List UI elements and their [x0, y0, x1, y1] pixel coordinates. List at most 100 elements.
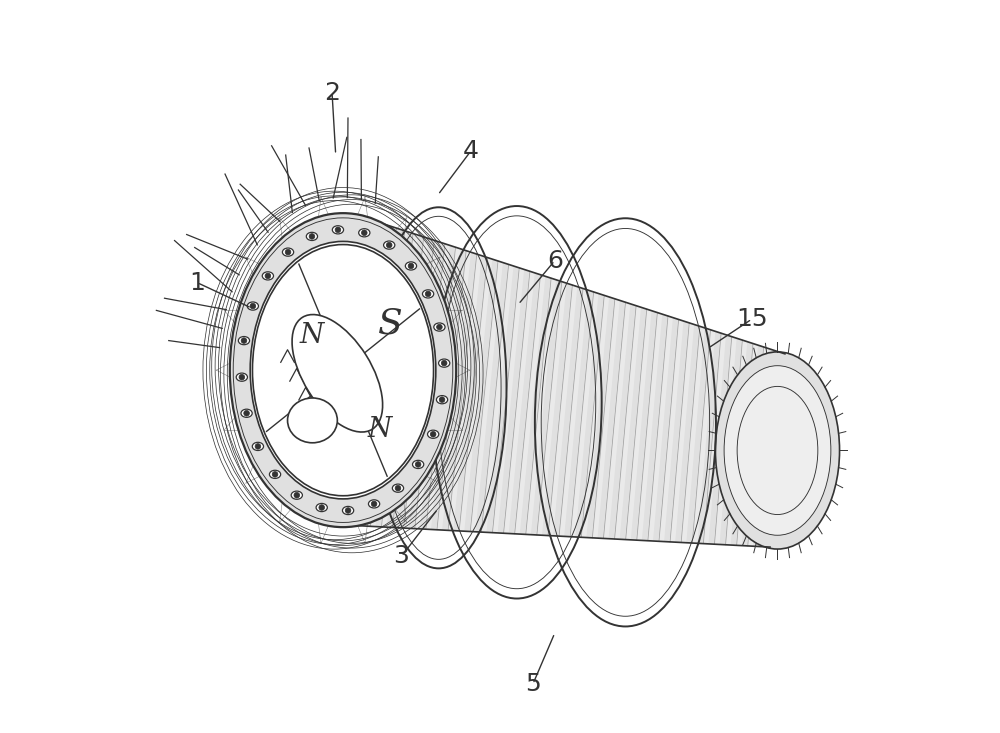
- Polygon shape: [393, 237, 429, 528]
- Text: 6: 6: [547, 248, 563, 273]
- Circle shape: [265, 273, 271, 279]
- Circle shape: [430, 432, 436, 437]
- Ellipse shape: [316, 504, 327, 512]
- Circle shape: [371, 501, 377, 507]
- Ellipse shape: [252, 442, 264, 451]
- Circle shape: [250, 303, 256, 309]
- Polygon shape: [459, 257, 492, 531]
- Polygon shape: [626, 309, 652, 539]
- Ellipse shape: [292, 314, 383, 432]
- Circle shape: [309, 234, 315, 239]
- Ellipse shape: [236, 373, 247, 381]
- Ellipse shape: [434, 323, 445, 331]
- Circle shape: [415, 462, 421, 467]
- Circle shape: [319, 505, 325, 510]
- Polygon shape: [415, 244, 450, 529]
- Circle shape: [345, 508, 351, 513]
- Text: 4: 4: [463, 139, 479, 163]
- Ellipse shape: [342, 507, 354, 515]
- Polygon shape: [693, 330, 715, 543]
- Circle shape: [294, 493, 300, 498]
- Polygon shape: [659, 320, 683, 542]
- Ellipse shape: [291, 491, 302, 499]
- Polygon shape: [548, 285, 577, 536]
- Ellipse shape: [392, 484, 404, 493]
- Ellipse shape: [241, 409, 252, 417]
- Circle shape: [335, 227, 341, 232]
- Polygon shape: [537, 281, 567, 535]
- Ellipse shape: [436, 396, 448, 404]
- Circle shape: [244, 410, 249, 416]
- Polygon shape: [515, 275, 545, 534]
- Polygon shape: [348, 224, 386, 526]
- Text: 15: 15: [736, 307, 768, 331]
- Circle shape: [441, 361, 447, 366]
- Circle shape: [395, 485, 401, 491]
- Polygon shape: [593, 299, 620, 538]
- Text: N: N: [299, 322, 323, 349]
- Ellipse shape: [288, 398, 337, 443]
- Polygon shape: [648, 316, 673, 541]
- Ellipse shape: [282, 248, 294, 257]
- Polygon shape: [493, 268, 524, 533]
- Polygon shape: [726, 340, 747, 545]
- Polygon shape: [426, 247, 460, 529]
- Circle shape: [241, 338, 247, 344]
- Text: 5: 5: [525, 672, 541, 696]
- Polygon shape: [637, 313, 662, 540]
- Polygon shape: [748, 347, 768, 546]
- Polygon shape: [559, 289, 588, 537]
- Polygon shape: [437, 251, 471, 530]
- Ellipse shape: [384, 241, 395, 249]
- Ellipse shape: [724, 366, 831, 535]
- Circle shape: [285, 249, 291, 255]
- Ellipse shape: [368, 500, 380, 508]
- Polygon shape: [670, 323, 694, 542]
- Polygon shape: [448, 254, 482, 531]
- Ellipse shape: [250, 241, 436, 499]
- Ellipse shape: [332, 226, 344, 234]
- Polygon shape: [582, 295, 609, 537]
- Polygon shape: [704, 334, 726, 544]
- Text: 2: 2: [324, 81, 340, 105]
- Polygon shape: [360, 226, 397, 526]
- Polygon shape: [570, 292, 598, 537]
- Text: N: N: [367, 416, 391, 443]
- Polygon shape: [715, 336, 737, 545]
- Ellipse shape: [439, 359, 450, 367]
- Polygon shape: [526, 279, 556, 534]
- Circle shape: [272, 471, 278, 477]
- Circle shape: [425, 291, 431, 297]
- Ellipse shape: [405, 262, 417, 270]
- Text: 3: 3: [393, 545, 409, 568]
- Polygon shape: [504, 271, 535, 534]
- Text: S: S: [378, 306, 403, 340]
- Ellipse shape: [252, 245, 434, 496]
- Polygon shape: [482, 265, 513, 532]
- Polygon shape: [604, 302, 630, 539]
- Ellipse shape: [306, 232, 318, 240]
- Ellipse shape: [269, 471, 281, 479]
- Ellipse shape: [422, 290, 434, 298]
- Circle shape: [386, 243, 392, 248]
- Ellipse shape: [247, 302, 258, 310]
- Ellipse shape: [359, 229, 370, 237]
- Polygon shape: [615, 306, 641, 539]
- Polygon shape: [471, 261, 503, 531]
- Text: 1: 1: [189, 270, 205, 295]
- Ellipse shape: [428, 430, 439, 438]
- Ellipse shape: [230, 213, 456, 527]
- Polygon shape: [404, 240, 439, 528]
- Polygon shape: [737, 344, 758, 545]
- Circle shape: [361, 230, 367, 235]
- Ellipse shape: [262, 272, 274, 280]
- Ellipse shape: [238, 336, 250, 345]
- Polygon shape: [326, 216, 365, 524]
- Polygon shape: [337, 220, 375, 525]
- Circle shape: [439, 397, 445, 402]
- Ellipse shape: [412, 460, 424, 468]
- Ellipse shape: [715, 352, 840, 549]
- Circle shape: [408, 263, 414, 269]
- Polygon shape: [759, 350, 779, 547]
- Polygon shape: [371, 230, 407, 526]
